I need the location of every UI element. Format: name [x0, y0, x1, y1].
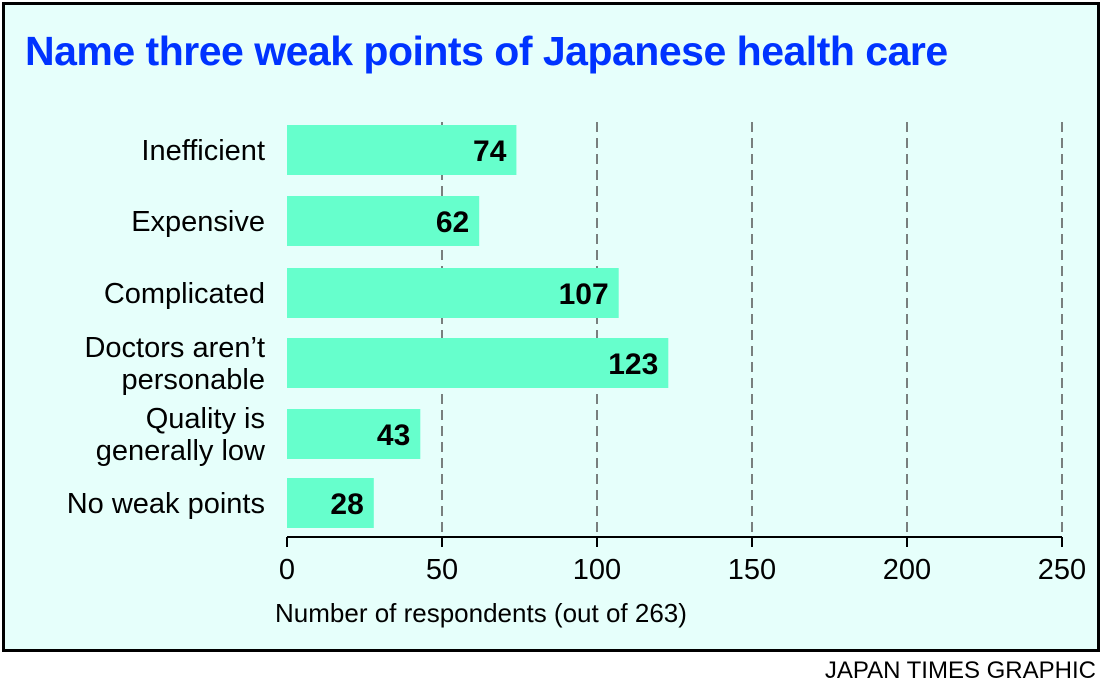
x-tick-label-200: 200 [883, 554, 931, 586]
x-tick-label-250: 250 [1038, 554, 1086, 586]
bar-2 [287, 268, 619, 318]
category-labels: Inefficient Expensive Complicated Doctors a… [67, 135, 266, 520]
grid-lines [441, 122, 1063, 537]
category-label-1: Expensive [131, 206, 265, 238]
bar-value-label-5: 28 [330, 488, 363, 521]
bar-value-label-3: 123 [608, 348, 658, 381]
chart-frame: Name three weak points of Japanese healt… [2, 2, 1100, 652]
x-axis: 0 50 100 150 200 250 [279, 536, 1086, 586]
chart-title: Name three weak points of Japanese healt… [25, 28, 948, 74]
bar-4 [287, 409, 421, 459]
bar-0 [287, 125, 517, 175]
x-tick-label-0: 0 [279, 554, 295, 586]
bar-5 [287, 478, 374, 528]
category-label-3: Doctors aren’t personable [84, 332, 265, 396]
x-axis-title: Number of respondents (out of 263) [275, 598, 687, 628]
category-label-4: Quality is generally low [96, 403, 266, 467]
x-tick-label-100: 100 [573, 554, 621, 586]
bar-3 [287, 338, 669, 388]
bar-value-label-1: 62 [436, 206, 469, 239]
bar-value-label-2: 107 [559, 278, 609, 311]
bar-value-label-0: 74 [473, 135, 507, 168]
bars: 74 62 107 123 43 28 [287, 125, 669, 528]
category-label-0: Inefficient [141, 135, 265, 167]
bar-chart: 74 62 107 123 43 28 Inefficient Expensive Compl… [67, 122, 1086, 628]
category-label-5: No weak points [67, 488, 265, 520]
x-tick-label-150: 150 [728, 554, 776, 586]
bar-1 [287, 196, 480, 246]
x-tick-label-50: 50 [426, 554, 458, 586]
source-credit: JAPAN TIMES GRAPHIC [824, 657, 1096, 684]
category-label-2: Complicated [104, 278, 265, 310]
bar-value-label-4: 43 [377, 419, 410, 452]
